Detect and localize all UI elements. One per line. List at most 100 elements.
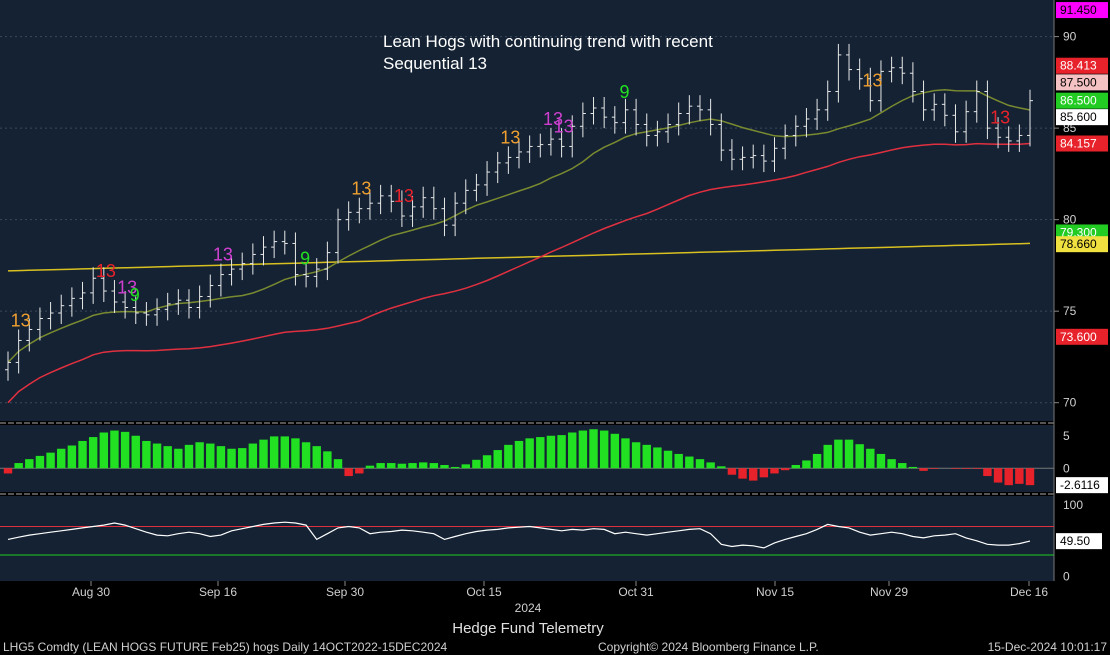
macd-bar (887, 459, 896, 469)
price-tag-box (1056, 328, 1108, 345)
macd-bar (387, 463, 396, 469)
macd-bar (908, 466, 918, 469)
macd-bar (685, 456, 694, 469)
macd-bar (610, 433, 620, 469)
price-tag-label: 91.450 (1060, 3, 1097, 17)
price-tag-box (1056, 236, 1108, 253)
macd-bar (536, 437, 545, 469)
macd-bar (493, 450, 502, 469)
macd-bar (248, 443, 258, 469)
macd-bar (78, 440, 87, 469)
rsi-panel (0, 496, 1054, 581)
price-tag-label: 86.500 (1060, 94, 1097, 108)
macd-bar (280, 436, 290, 469)
macd-bar (780, 468, 790, 471)
price-tag-label: 84.157 (1060, 137, 1097, 151)
macd-bar (727, 468, 737, 475)
macd-bar (269, 436, 279, 469)
rsi-tick-label: 100 (1063, 498, 1083, 512)
x-axis-labels: Aug 30 Sep 16 Sep 30 Oct 15 Oct 31 Nov 15 Nov … (72, 581, 1048, 599)
sequential-13-label: 13 (862, 71, 882, 91)
macd-bar (738, 468, 747, 479)
sequential-13-label: 13 (543, 109, 563, 129)
macd-bar (844, 439, 854, 469)
y-tick-label: 90 (1063, 30, 1077, 44)
annotation-line-2: Sequential 13 (383, 54, 487, 73)
sequential-13-label: 13 (11, 310, 31, 330)
macd-bar (440, 465, 449, 469)
y-tick-label: 70 (1063, 396, 1077, 410)
macd-bar (482, 455, 492, 469)
macd-bar (599, 430, 609, 469)
macd-bar (823, 444, 832, 469)
macd-bar (1004, 468, 1013, 486)
macd-bar (876, 453, 886, 469)
price-tag-box (1056, 135, 1108, 152)
ma-red-line (7, 142, 1031, 404)
price-tag-label: 85.600 (1060, 110, 1097, 124)
macd-bar (99, 432, 109, 469)
macd-bar (653, 447, 662, 469)
macd-bar (663, 450, 673, 469)
gridlines (0, 36, 1054, 404)
macd-bar (951, 468, 960, 469)
macd-bar (578, 430, 588, 469)
macd-bar (674, 453, 683, 469)
macd-bar (142, 440, 151, 469)
macd-bar (866, 448, 875, 469)
macd-bar (898, 463, 907, 469)
rsi-line (7, 521, 1031, 549)
macd-last-value-box (1056, 477, 1108, 494)
macd-bar (195, 442, 204, 469)
price-tag-label: 87.500 (1060, 75, 1097, 89)
ma-yellow-line (7, 242, 1031, 272)
macd-bar (770, 468, 779, 474)
macd-bar (631, 442, 641, 469)
macd-bar (546, 435, 556, 469)
footer-brand: Hedge Fund Telemetry (452, 620, 604, 637)
x-tick-label: Sep 30 (326, 585, 364, 599)
macd-bar (706, 462, 715, 469)
macd-bar (120, 431, 130, 469)
price-tag-box (1056, 92, 1108, 109)
footer-copyright: Copyright© 2024 Bloomberg Finance L.P. (598, 640, 819, 654)
footer-security: LHG5 Comdty (LEAN HOGS FUTURE Feb25) hog… (3, 640, 447, 654)
macd-bar (323, 451, 332, 469)
macd-bar (259, 439, 268, 469)
macd-bar (291, 438, 300, 469)
footer-timestamp: 15-Dec-2024 10:01:17 (988, 640, 1108, 654)
y-tick-label: 80 (1063, 213, 1077, 227)
macd-bar (35, 455, 45, 469)
macd-bar (184, 444, 194, 469)
price-tag-box (1056, 2, 1108, 19)
sequential-13-label: 13 (500, 127, 520, 147)
macd-bar (14, 463, 23, 469)
sequential-13-label: 13 (117, 278, 137, 298)
macd-bar (131, 435, 140, 469)
macd-bar (589, 429, 598, 469)
sequential-9-label: 9 (130, 285, 140, 305)
macd-bar (504, 444, 513, 469)
macd-bar (759, 468, 769, 478)
macd-bar (525, 438, 534, 469)
macd-bar (450, 466, 460, 469)
x-tick-label: Nov 29 (870, 585, 908, 599)
rsi-tick-label: 0 (1063, 569, 1070, 583)
macd-bar (301, 442, 311, 469)
price-tag-box (1056, 57, 1108, 74)
macd-bar (929, 468, 939, 469)
macd-bar (67, 445, 77, 469)
macd-bar (972, 468, 981, 469)
macd-bar (568, 432, 577, 469)
macd-bar (802, 460, 811, 469)
x-tick-label: Aug 30 (72, 585, 110, 599)
price-tag-label: 78.660 (1060, 237, 1097, 251)
macd-bar (621, 438, 630, 469)
price-tag-label: 79.300 (1060, 225, 1097, 239)
price-bars (5, 43, 1033, 381)
macd-bar (216, 446, 226, 469)
macd-bar (919, 468, 928, 471)
macd-bar (1025, 468, 1035, 486)
